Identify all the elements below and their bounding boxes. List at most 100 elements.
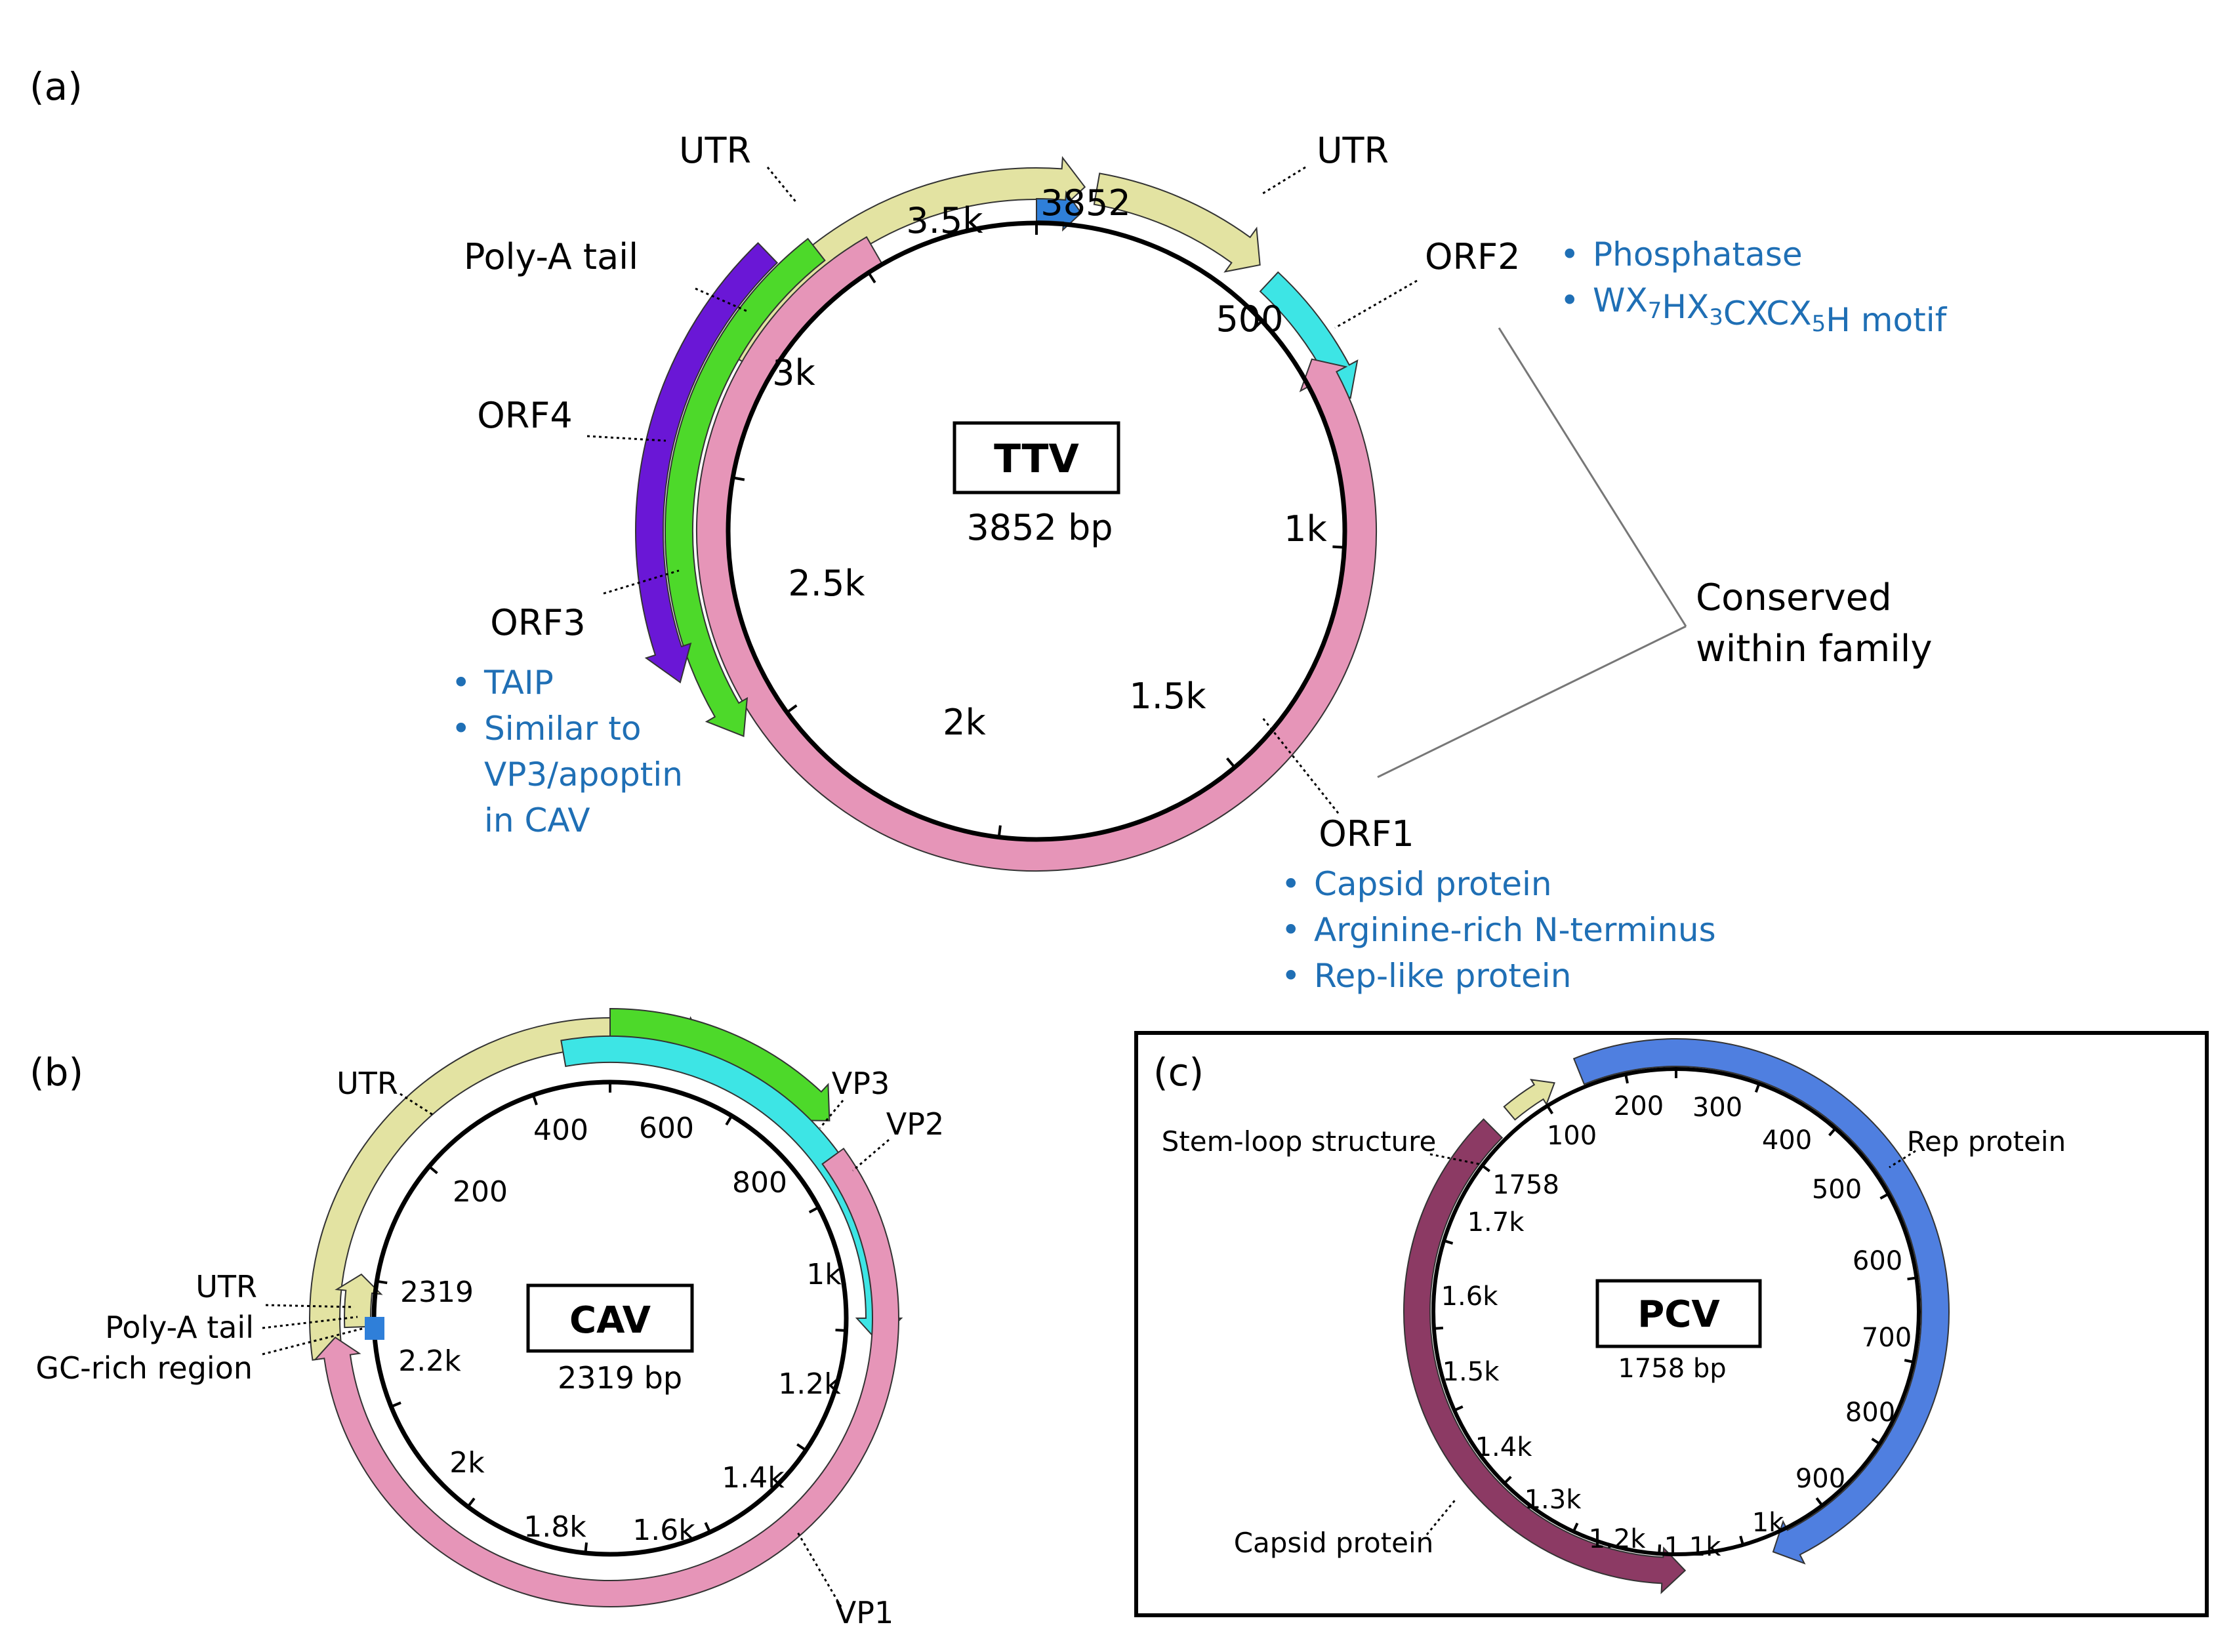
orf3-note-line2: VP3/apoptin [484, 755, 683, 794]
pcv-tick-1.7k: 1.7k [1467, 1207, 1525, 1238]
cav-tick-2k: 2k [449, 1446, 485, 1480]
pcv-capsid-label: Capsid protein [1234, 1527, 1434, 1559]
orf2-note-motif: WX7HX3CXCX5H motif [1593, 281, 1948, 339]
cav-tick-mark-7 [466, 1497, 476, 1508]
ttv-tick-mark-3 [1226, 757, 1236, 769]
orf1-note-arginine: Arginine-rich N-terminus [1314, 911, 1716, 949]
conserved-line-1: Conserved [1696, 576, 1892, 619]
cav-utr-left-label: UTR [195, 1269, 257, 1304]
orf1-bullet-3: • [1281, 957, 1301, 995]
pcv-tick-1k: 1k [1752, 1508, 1784, 1538]
cav-polya-label: Poly-A tail [105, 1310, 254, 1345]
cav-tick-mark-3 [835, 1329, 846, 1332]
panel-c-frame [1134, 1031, 2209, 1617]
panel-c-pcv: (c) PCV 1758 bp 1758 100 200 300 400 500… [1134, 1031, 2209, 1617]
ttv-tick-mark-6 [732, 476, 745, 481]
cav-tick-2319: 2319 [400, 1276, 474, 1309]
cav-tick-800: 800 [732, 1166, 787, 1199]
orf3-bullet-2: • [451, 710, 471, 748]
pcv-rep-arrow [1572, 1038, 1950, 1565]
pcv-tick-200: 200 [1614, 1091, 1664, 1121]
pcv-tick-1.1k: 1.1k [1664, 1532, 1722, 1562]
ttv-tick-3852: 3852 [1040, 182, 1130, 224]
pcv-tick-300: 300 [1692, 1093, 1742, 1123]
orf3-bullet-1: • [451, 664, 471, 702]
ttv-tick-mark-7 [867, 272, 876, 284]
ttv-ticks [732, 223, 1345, 837]
panel-a-ttv: (a) TTV 3852 bp 3852 500 1k 1.5k 2k 2.5k… [30, 64, 1948, 995]
cav-tick-mark-4 [796, 1443, 807, 1451]
pcv-tick-mark-9 [1658, 1544, 1662, 1554]
cav-tick-1.2k: 1.2k [778, 1367, 841, 1401]
cav-tick-200: 200 [453, 1175, 508, 1209]
pcv-tick-mark-6 [1871, 1438, 1881, 1445]
cav-tick-1.6k: 1.6k [632, 1514, 695, 1547]
pcv-name-box [1595, 1279, 1762, 1348]
orf3-note-line3: in CAV [484, 801, 590, 839]
pcv-tick-mark-7 [1815, 1497, 1824, 1506]
pcv-leader-lines [1425, 1150, 1916, 1535]
orf1-note-rep-like: Rep-like protein [1314, 957, 1571, 995]
pcv-capsid-arrow [1403, 1118, 1687, 1594]
cav-tick-1k: 1k [806, 1258, 842, 1291]
cav-vp1-arrow [313, 1147, 899, 1607]
pcv-tick-800: 800 [1845, 1398, 1895, 1428]
cav-utr-top-label: UTR [337, 1066, 398, 1101]
ttv-orf2-label: ORF2 [1425, 236, 1520, 277]
pcv-tick-mark-14 [1443, 1239, 1454, 1245]
ttv-tick-500: 500 [1216, 298, 1283, 340]
cav-name: CAV [569, 1299, 651, 1342]
orf3-note-line1: Similar to [484, 710, 641, 748]
pcv-tick-mark-5 [1904, 1359, 1914, 1363]
cav-vp1-label: VP1 [836, 1595, 893, 1630]
orf2-notes: • Phosphatase • WX7HX3CXCX5H motif [1560, 235, 1948, 339]
ttv-size: 3852 bp [966, 507, 1113, 548]
ttv-utr-right-label: UTR [1317, 130, 1389, 171]
orf1-notes: • Capsid protein • Arginine-rich N-termi… [1281, 865, 1716, 995]
pcv-tick-mark-2 [1828, 1127, 1837, 1137]
ttv-tick-1.5k: 1.5k [1129, 675, 1206, 717]
pcv-tick-900: 900 [1795, 1464, 1845, 1494]
ttv-orf4-label: ORF4 [477, 395, 572, 436]
pcv-tick-mark-1 [1754, 1083, 1761, 1093]
pcv-tick-mark-4 [1907, 1276, 1917, 1281]
cav-gc-region [365, 1317, 384, 1340]
cav-tick-1.8k: 1.8k [523, 1510, 586, 1544]
ttv-feature-arcs [635, 155, 1377, 872]
cav-tick-mark-10 [428, 1165, 438, 1175]
pcv-tick-mark-15 [1481, 1164, 1490, 1173]
pcv-tick-600: 600 [1853, 1246, 1902, 1276]
pcv-tick-1.4k: 1.4k [1475, 1432, 1533, 1462]
cav-tick-1.4k: 1.4k [722, 1461, 785, 1495]
ttv-orf1-label: ORF1 [1319, 813, 1414, 855]
cav-tick-mark-5 [704, 1521, 711, 1533]
cav-leader-lines [262, 1093, 890, 1607]
ttv-tick-3.5k: 3.5k [906, 200, 983, 241]
cav-tick-mark-6 [584, 1542, 588, 1554]
ttv-tick-2k: 2k [943, 702, 986, 743]
pcv-tick-100: 100 [1547, 1121, 1597, 1151]
cav-tick-2.2k: 2.2k [398, 1344, 461, 1378]
pcv-tick-mark-3 [1879, 1192, 1889, 1200]
orf1-note-capsid: Capsid protein [1314, 865, 1552, 903]
panel-b-label: (b) [30, 1050, 83, 1095]
conserved-line-2: within family [1696, 628, 1933, 670]
pcv-tick-1.2k: 1.2k [1589, 1524, 1647, 1554]
pcv-tick-1.3k: 1.3k [1525, 1485, 1582, 1515]
cav-tick-400: 400 [533, 1114, 588, 1147]
ttv-utr-right-arrow [1093, 172, 1261, 273]
conserved-bracket [1377, 327, 1687, 778]
ttv-tick-1k: 1k [1284, 508, 1327, 550]
ttv-polya-label: Poly-A tail [464, 236, 638, 277]
ttv-tick-3k: 3k [772, 352, 815, 393]
orf3-notes: • TAIP • Similar to VP3/apoptin in CAV [451, 664, 683, 839]
pcv-tick-mark-17 [1624, 1074, 1629, 1084]
cav-vp3-label: VP3 [832, 1066, 890, 1101]
ttv-tick-mark-1 [1252, 319, 1263, 331]
pcv-tick-mark-13 [1433, 1326, 1444, 1330]
panel-b-cav: (b) CAV 2319 bp 2319 200 400 600 800 1k … [30, 1007, 944, 1630]
cav-size: 2319 bp [558, 1360, 682, 1396]
pcv-tick-1.5k: 1.5k [1443, 1357, 1500, 1387]
ttv-tick-mark-4 [997, 825, 1002, 837]
